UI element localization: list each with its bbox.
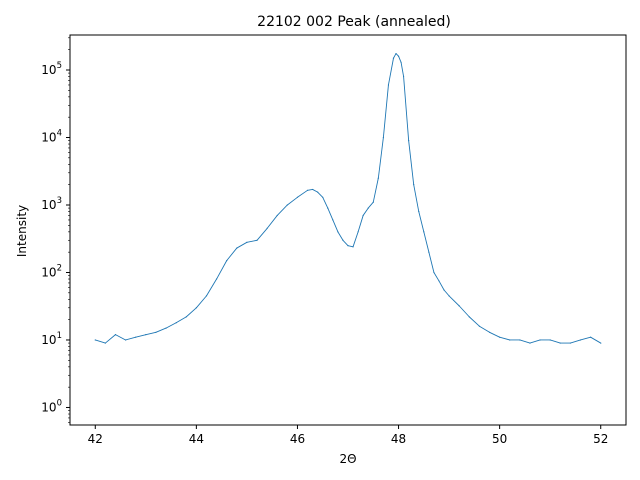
data-point bbox=[392, 57, 395, 59]
data-point bbox=[519, 339, 521, 341]
data-point bbox=[579, 339, 582, 341]
data-point bbox=[468, 316, 470, 318]
data-point bbox=[569, 342, 572, 344]
data-point bbox=[185, 316, 187, 318]
data-point bbox=[286, 204, 288, 206]
data-point bbox=[306, 189, 309, 191]
data-point bbox=[529, 342, 531, 344]
data-point bbox=[135, 336, 137, 338]
data-point bbox=[125, 339, 127, 341]
x-axis: 42 44 46 48 50 52 bbox=[88, 425, 608, 446]
data-point bbox=[357, 231, 359, 233]
data-point bbox=[438, 280, 440, 282]
data-point bbox=[418, 210, 420, 213]
x-tick-label: 44 bbox=[189, 432, 204, 446]
data-point bbox=[312, 188, 314, 191]
data-point bbox=[428, 251, 430, 253]
data-point bbox=[478, 325, 481, 327]
data-point bbox=[256, 239, 258, 241]
data-point bbox=[317, 191, 319, 193]
series-line-0 bbox=[95, 53, 601, 344]
data-point bbox=[590, 336, 592, 338]
data-point bbox=[266, 227, 268, 229]
data-point bbox=[433, 271, 435, 274]
data-point bbox=[488, 331, 491, 333]
data-point bbox=[145, 334, 147, 336]
y-tick-label: 101 bbox=[41, 331, 62, 347]
data-point bbox=[448, 295, 450, 297]
data-point bbox=[342, 239, 344, 241]
x-tick-label: 42 bbox=[88, 432, 103, 446]
x-tick-label: 50 bbox=[492, 432, 507, 446]
y-axis-label: Intensity bbox=[15, 205, 29, 257]
data-point bbox=[352, 246, 354, 248]
x-axis-label: 2Θ bbox=[339, 452, 356, 466]
data-point bbox=[226, 260, 228, 262]
data-point bbox=[600, 342, 602, 344]
data-point bbox=[400, 61, 402, 63]
data-point bbox=[155, 331, 157, 333]
y-axis: 100 101 102 103 104 105 bbox=[41, 37, 70, 423]
data-point bbox=[397, 55, 400, 57]
data-point bbox=[337, 231, 339, 233]
data-point bbox=[443, 289, 445, 291]
data-point bbox=[387, 84, 390, 86]
x-tick-label: 46 bbox=[290, 432, 305, 446]
data-point bbox=[549, 339, 551, 341]
x-tick-label: 52 bbox=[593, 432, 608, 446]
data-point bbox=[372, 201, 374, 203]
plot-frame bbox=[69, 34, 627, 426]
data-point bbox=[175, 322, 177, 324]
data-point bbox=[246, 241, 248, 243]
chart-title: 22102 002 Peak (annealed) bbox=[257, 14, 451, 30]
data-point bbox=[236, 247, 238, 249]
data-point bbox=[413, 184, 415, 186]
y-tick-label: 102 bbox=[41, 263, 62, 279]
data-point bbox=[499, 336, 501, 338]
y-tick-label: 100 bbox=[41, 398, 62, 414]
data-point bbox=[423, 231, 425, 233]
data-point bbox=[362, 214, 364, 217]
data-point bbox=[539, 339, 541, 341]
data-point bbox=[509, 339, 511, 341]
data-point bbox=[205, 295, 208, 297]
data-point bbox=[114, 334, 117, 336]
data-point bbox=[195, 307, 197, 309]
data-point bbox=[395, 52, 397, 55]
data-point bbox=[332, 219, 334, 221]
y-tick-label: 105 bbox=[41, 61, 62, 77]
data-point bbox=[276, 214, 278, 217]
data-point bbox=[327, 207, 329, 209]
data-point bbox=[104, 342, 106, 344]
data-point bbox=[215, 278, 218, 280]
data-point bbox=[94, 339, 96, 341]
data-point bbox=[367, 207, 369, 209]
x-tick-label: 48 bbox=[391, 432, 406, 446]
data-point bbox=[347, 245, 349, 247]
data-point bbox=[408, 139, 410, 142]
data-point bbox=[322, 196, 324, 198]
data-point bbox=[377, 177, 379, 179]
y-tick-label: 104 bbox=[41, 128, 62, 144]
data-point bbox=[382, 136, 384, 139]
data-point bbox=[296, 196, 299, 198]
data-point bbox=[165, 327, 167, 329]
data-point bbox=[559, 342, 561, 344]
plot-area bbox=[94, 52, 602, 344]
y-tick-label: 103 bbox=[41, 196, 62, 212]
data-point bbox=[403, 75, 405, 78]
data-point bbox=[458, 305, 460, 307]
